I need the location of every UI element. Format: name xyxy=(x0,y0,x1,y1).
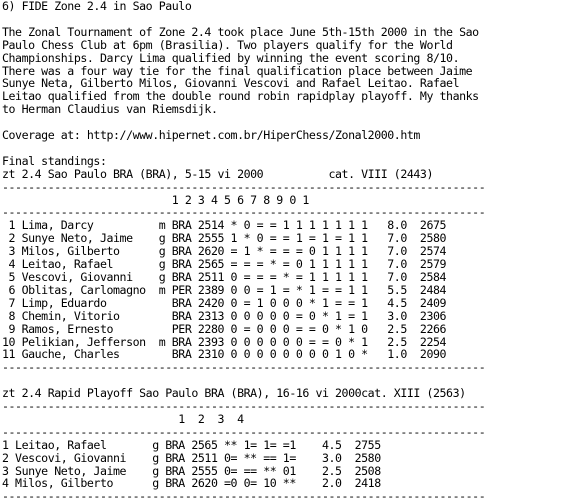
playoff-rule: ----------------------------------------… xyxy=(2,489,486,503)
crosstable-row: 4 Leitao, Rafael g BRA 2565 = = = * = 0 … xyxy=(2,257,447,272)
crosstable-row: 6 Oblitas, Carlomagno m PER 2389 0 0 = 1… xyxy=(2,282,447,297)
spacer xyxy=(2,13,587,26)
crosstable-row: 3 Milos, Gilberto g BRA 2620 = 1 * = = =… xyxy=(2,244,447,259)
crosstable-row: 9 Ramos, Ernesto PER 2280 0 = 0 0 0 = = … xyxy=(2,321,447,336)
section-heading: 6) FIDE Zone 2.4 in Sao Paulo xyxy=(2,0,192,13)
crosstable-row: 5 Vescovi, Giovanni g BRA 2511 0 = = = *… xyxy=(2,269,447,284)
intro-line: to Herman Claudius van Riemsdijk. xyxy=(2,102,218,117)
intro-line: Leitao qualified from the double round r… xyxy=(2,89,479,104)
crosstable-row: 10 Pelikian, Jefferson m BRA 2393 0 0 0 … xyxy=(2,334,447,349)
playoff-header: zt 2.4 Rapid Playoff Sao Paulo BRA (BRA)… xyxy=(2,386,466,401)
playoff-rule: ----------------------------------------… xyxy=(2,424,486,439)
crosstable-header: zt 2.4 Sao Paulo BRA (BRA), 5-15 vi 2000… xyxy=(2,166,433,181)
playoff-row: 2 Vescovi, Giovanni g BRA 2511 0= ** == … xyxy=(2,450,381,465)
crosstable-row: 2 Sunye Neto, Jaime g BRA 2555 1 * 0 = =… xyxy=(2,231,447,246)
playoff-columns: 1 2 3 4 xyxy=(2,411,244,426)
standings-label: Final standings: xyxy=(2,153,107,168)
intro-line: There was a four way tie for the final q… xyxy=(2,63,473,78)
intro-line: Sunye Neta, Gilberto Milos, Giovanni Ves… xyxy=(2,76,460,91)
spacer xyxy=(2,142,587,155)
crosstable-rule: ----------------------------------------… xyxy=(2,205,486,220)
playoff-row: 1 Leitao, Rafael g BRA 2565 ** 1= 1= =1 … xyxy=(2,437,381,452)
playoff-row: 3 Sunye Neto, Jaime g BRA 2555 0= == ** … xyxy=(2,463,381,478)
crosstable-row: 1 Lima, Darcy m BRA 2514 * 0 = = 1 1 1 1… xyxy=(2,218,447,233)
crosstable-rule: ----------------------------------------… xyxy=(2,179,486,194)
playoff-row: 4 Milos, Gilberto g BRA 2620 =0 0= 10 **… xyxy=(2,476,381,491)
intro-line: Championships. Darcy Lima qualified by w… xyxy=(2,50,460,65)
crosstable-row: 11 Gauche, Charles BRA 2310 0 0 0 0 0 0 … xyxy=(2,347,447,362)
crosstable-row: 8 Chemin, Vitorio BRA 2313 0 0 0 0 0 = 0… xyxy=(2,308,447,323)
crosstable-rule: ----------------------------------------… xyxy=(2,360,486,375)
crosstable-columns: 1 2 3 4 5 6 7 8 9 0 1 xyxy=(2,192,310,207)
crosstable-row: 7 Limp, Eduardo BRA 2420 0 = 1 0 0 0 * 1… xyxy=(2,295,447,310)
coverage-link[interactable]: Coverage at: http://www.hipernet.com.br/… xyxy=(2,128,420,143)
intro-line: Paulo Chess Club at 6pm (Brasilia). Two … xyxy=(2,37,453,52)
playoff-rule: ----------------------------------------… xyxy=(2,399,486,414)
intro-line: The Zonal Tournament of Zone 2.4 took pl… xyxy=(2,24,479,39)
